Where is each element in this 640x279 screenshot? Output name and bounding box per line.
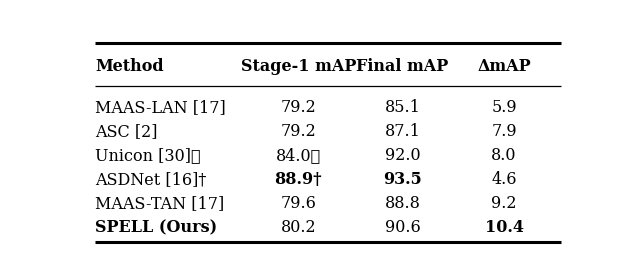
Text: 88.8: 88.8 xyxy=(385,195,420,212)
Text: ASC [2]: ASC [2] xyxy=(95,123,157,140)
Text: 9.2: 9.2 xyxy=(492,195,517,212)
Text: 7.9: 7.9 xyxy=(492,123,517,140)
Text: 8.0: 8.0 xyxy=(492,147,517,164)
Text: 80.2: 80.2 xyxy=(280,219,316,236)
Text: ASDNet [16]†: ASDNet [16]† xyxy=(95,171,206,188)
Text: 85.1: 85.1 xyxy=(385,99,420,116)
Text: 79.6: 79.6 xyxy=(280,195,316,212)
Text: MAAS-TAN [17]: MAAS-TAN [17] xyxy=(95,195,224,212)
Text: Final mAP: Final mAP xyxy=(356,58,449,75)
Text: 84.0★: 84.0★ xyxy=(276,147,321,164)
Text: 10.4: 10.4 xyxy=(484,219,524,236)
Text: Stage-1 mAP: Stage-1 mAP xyxy=(241,58,356,75)
Text: 93.5: 93.5 xyxy=(383,171,422,188)
Text: 4.6: 4.6 xyxy=(492,171,517,188)
Text: 90.6: 90.6 xyxy=(385,219,420,236)
Text: MAAS-LAN [17]: MAAS-LAN [17] xyxy=(95,99,226,116)
Text: 79.2: 79.2 xyxy=(280,99,316,116)
Text: 5.9: 5.9 xyxy=(492,99,517,116)
Text: 88.9†: 88.9† xyxy=(275,171,322,188)
Text: Method: Method xyxy=(95,58,163,75)
Text: ΔmAP: ΔmAP xyxy=(477,58,531,75)
Text: 79.2: 79.2 xyxy=(280,123,316,140)
Text: SPELL (Ours): SPELL (Ours) xyxy=(95,219,217,236)
Text: 92.0: 92.0 xyxy=(385,147,420,164)
Text: Unicon [30]★: Unicon [30]★ xyxy=(95,147,200,164)
Text: 87.1: 87.1 xyxy=(385,123,420,140)
